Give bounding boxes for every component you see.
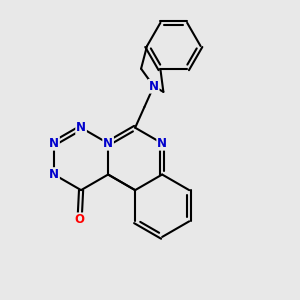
Text: N: N: [76, 121, 86, 134]
Text: N: N: [49, 168, 59, 181]
Text: N: N: [149, 80, 159, 93]
Text: N: N: [49, 137, 59, 150]
Text: N: N: [103, 137, 113, 150]
Text: O: O: [75, 213, 85, 226]
Text: N: N: [157, 137, 167, 150]
